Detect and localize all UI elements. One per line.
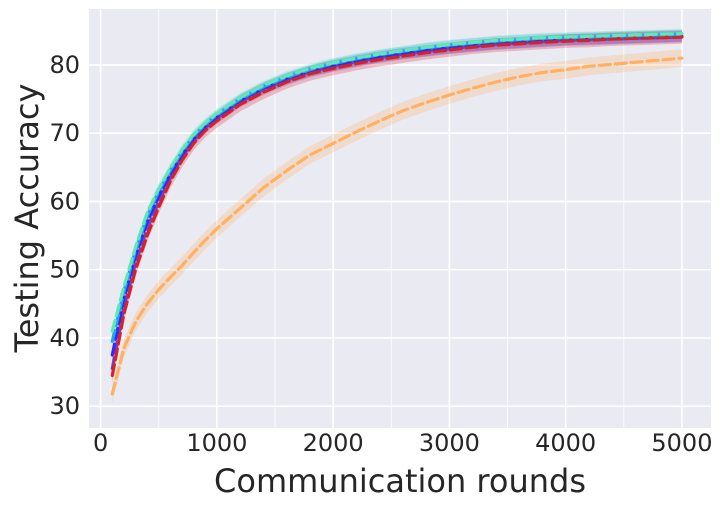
- y-tick-label: 30: [49, 392, 80, 420]
- x-tick-label: 2000: [303, 429, 364, 457]
- confidence-bands: [112, 28, 682, 403]
- series-lines: [110, 31, 684, 396]
- x-tick-labels: 0 1000 2000 3000 4000 5000: [93, 429, 712, 457]
- y-tick-label: 70: [49, 119, 80, 147]
- grid: [89, 9, 711, 428]
- series-line-5: [110, 31, 684, 333]
- series-line-3: [110, 35, 684, 378]
- x-tick-label: 3000: [419, 429, 480, 457]
- y-tick-label: 50: [49, 256, 80, 284]
- x-tick-label: 5000: [651, 429, 712, 457]
- series-line-6: [110, 56, 684, 396]
- y-tick-label: 60: [49, 187, 80, 215]
- plot-area: [89, 9, 711, 428]
- x-axis-label: Communication rounds: [214, 462, 586, 500]
- x-tick-label: 4000: [535, 429, 596, 457]
- series-band-6: [112, 49, 682, 403]
- y-tick-labels: 30 40 50 60 70 80: [49, 51, 80, 420]
- y-tick-label: 40: [49, 324, 80, 352]
- x-tick-label: 0: [93, 429, 108, 457]
- x-tick-label: 1000: [186, 429, 247, 457]
- y-tick-label: 80: [49, 51, 80, 79]
- y-axis-label: Testing Accuracy: [8, 84, 46, 354]
